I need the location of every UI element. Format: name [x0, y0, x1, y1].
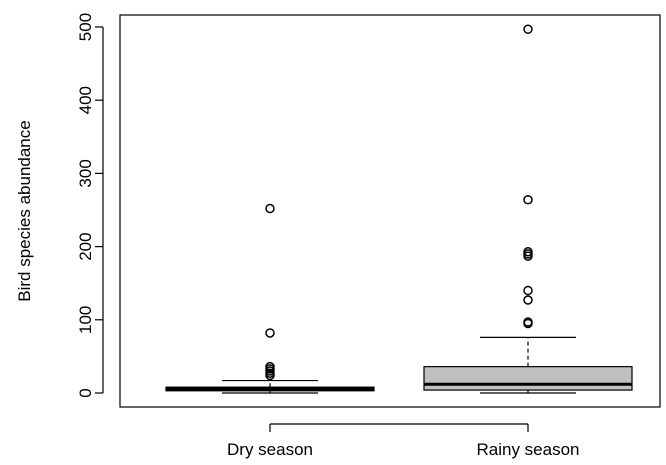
- outlier-1-2: [523, 295, 533, 305]
- y-tick-label-300: 300: [76, 159, 95, 187]
- x-tick-label-1: Rainy season: [476, 440, 579, 459]
- outlier-0-4: [265, 361, 275, 372]
- x-tick-label-0: Dry season: [227, 440, 313, 459]
- outlier-0-6: [265, 203, 275, 214]
- outlier-1-1: [523, 317, 533, 327]
- y-tick-label-200: 200: [76, 232, 95, 260]
- y-tick-label-100: 100: [76, 306, 95, 334]
- y-tick-label-0: 0: [76, 388, 95, 397]
- outlier-1-3: [523, 285, 533, 296]
- outlier-1-6: [523, 246, 533, 257]
- y-tick-label-400: 400: [76, 86, 95, 114]
- y-axis-title: Bird species abundance: [15, 120, 34, 301]
- y-tick-label-500: 500: [76, 13, 95, 41]
- box-1: [423, 24, 633, 394]
- boxes-layer: [165, 24, 633, 394]
- x-axis: Dry season Rainy season: [227, 423, 580, 459]
- outlier-0-5: [265, 328, 275, 338]
- box-0: [165, 203, 375, 394]
- y-axis: 0 100 200 300 400 500: [76, 13, 104, 398]
- outlier-1-8: [523, 24, 533, 34]
- box-rect-1: [423, 366, 633, 391]
- outlier-1-7: [523, 195, 533, 205]
- plot-frame: [119, 14, 661, 408]
